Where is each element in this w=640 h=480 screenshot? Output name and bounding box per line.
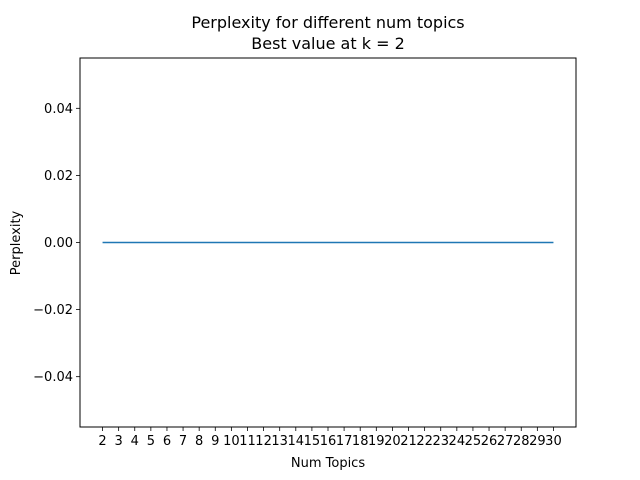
x-tick-label: 5 xyxy=(147,434,155,449)
x-tick-label: 20 xyxy=(384,434,401,449)
x-tick-label: 30 xyxy=(545,434,562,449)
x-tick-label: 6 xyxy=(163,434,171,449)
x-axis-label: Num Topics xyxy=(291,456,365,471)
x-tick-label: 16 xyxy=(320,434,337,449)
x-tick-label: 4 xyxy=(131,434,139,449)
y-tick-label: 0.02 xyxy=(44,169,73,184)
x-tick-label: 12 xyxy=(255,434,272,449)
x-tick-label: 8 xyxy=(195,434,203,449)
x-tick-label: 14 xyxy=(288,434,305,449)
x-tick-label: 21 xyxy=(400,434,417,449)
x-tick-label: 25 xyxy=(465,434,482,449)
y-tick-label: 0.04 xyxy=(44,102,73,117)
x-axis-ticks: 2 3 4 5 6 7 8 9 10 11 12 13 14 15 16 17 18 19 20 21 22 23 24 25… xyxy=(98,427,562,449)
x-tick-label: 28 xyxy=(513,434,530,449)
x-tick-label: 29 xyxy=(529,434,546,449)
x-tick-label: 3 xyxy=(115,434,123,449)
x-tick-label: 11 xyxy=(239,434,256,449)
x-tick-label: 10 xyxy=(223,434,240,449)
x-tick-label: 26 xyxy=(481,434,498,449)
x-tick-label: 9 xyxy=(211,434,219,449)
x-tick-label: 24 xyxy=(449,434,466,449)
x-tick-label: 2 xyxy=(98,434,106,449)
x-tick-label: 7 xyxy=(179,434,187,449)
chart-subtitle: Best value at k = 2 xyxy=(251,34,405,53)
x-tick-label: 15 xyxy=(304,434,321,449)
y-tick-label: 0.00 xyxy=(44,236,73,251)
y-tick-label: −0.04 xyxy=(33,370,73,385)
x-tick-label: 27 xyxy=(497,434,514,449)
x-tick-label: 19 xyxy=(368,434,385,449)
y-tick-label: −0.02 xyxy=(33,303,73,318)
y-axis-label: Perplexity xyxy=(9,210,24,275)
x-tick-label: 18 xyxy=(352,434,369,449)
x-tick-label: 13 xyxy=(271,434,288,449)
y-axis-ticks: −0.04 −0.02 0.00 0.02 0.04 xyxy=(33,102,80,385)
x-tick-label: 22 xyxy=(416,434,433,449)
x-tick-label: 23 xyxy=(432,434,449,449)
chart-title: Perplexity for different num topics xyxy=(191,13,464,32)
x-tick-label: 17 xyxy=(336,434,353,449)
